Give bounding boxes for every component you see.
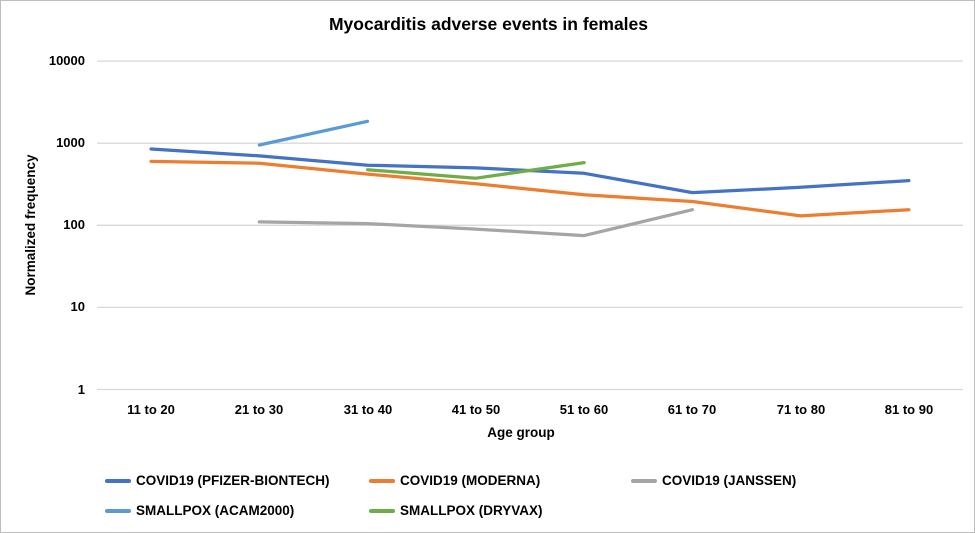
x-axis-tick-4: 51 to 60 — [559, 402, 609, 417]
legend-marker-pfizer-biontech — [105, 478, 131, 483]
legend-label-acam2000: SMALLPOX (ACAM2000) — [136, 503, 295, 518]
x-axis-tick-0: 11 to 20 — [127, 402, 175, 417]
x-axis-tick-7: 81 to 90 — [884, 402, 934, 417]
x-axis-title: Age group — [487, 425, 555, 440]
legend-label-janssen: COVID19 (JANSSEN) — [662, 473, 797, 488]
y-axis-tick-10: 10 — [70, 299, 85, 314]
legend-item-acam2000: SMALLPOX (ACAM2000) — [105, 502, 294, 519]
legend-marker-moderna — [369, 478, 395, 483]
x-axis-tick-6: 71 to 80 — [776, 402, 826, 417]
legend-marker-dryvax — [369, 508, 395, 513]
y-axis-tick-100: 100 — [63, 217, 85, 232]
legend-item-dryvax: SMALLPOX (DRYVAX) — [369, 502, 543, 519]
x-axis-tick-5: 61 to 70 — [667, 402, 717, 417]
y-axis-tick-1000: 1000 — [56, 135, 85, 150]
series-line-3 — [257, 119, 370, 147]
x-axis-tick-3: 41 to 50 — [451, 402, 501, 417]
legend-marker-acam2000 — [105, 508, 131, 513]
x-axis-tick-1: 21 to 30 — [234, 402, 284, 417]
y-axis-tick-1: 1 — [77, 382, 85, 397]
x-axis-tick-2: 31 to 40 — [343, 402, 393, 417]
y-axis-title: Normalized frequency — [23, 154, 38, 296]
legend-item-moderna: COVID19 (MODERNA) — [369, 472, 540, 489]
legend-marker-janssen — [631, 478, 657, 483]
chart-title: Myocarditis adverse events in females — [328, 14, 649, 34]
legend-label-dryvax: SMALLPOX (DRYVAX) — [400, 503, 543, 518]
series-line-4 — [365, 160, 586, 180]
y-axis-tick-10000: 10000 — [48, 53, 85, 68]
legend-item-pfizer-biontech: COVID19 (PFIZER-BIONTECH) — [105, 472, 330, 489]
legend-label-moderna: COVID19 (MODERNA) — [400, 473, 541, 488]
legend-label-pfizer-biontech: COVID19 (PFIZER-BIONTECH) — [136, 473, 330, 488]
legend-item-janssen: COVID19 (JANSSEN) — [631, 472, 796, 489]
series-line-1 — [149, 159, 911, 218]
series-line-2 — [257, 208, 695, 238]
